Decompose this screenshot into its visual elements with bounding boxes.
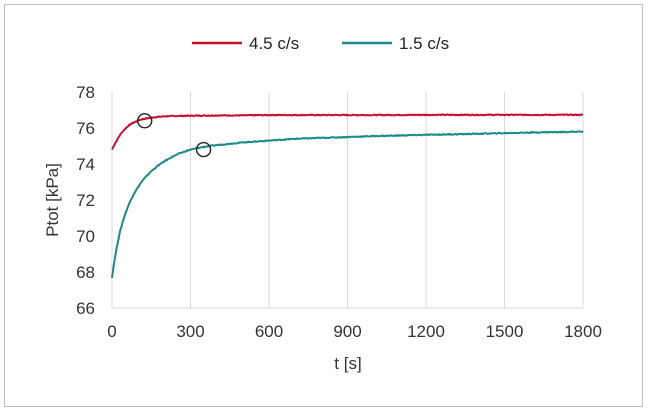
x-tick-label: 1800 [564, 322, 602, 341]
y-tick-label: 74 [76, 155, 95, 174]
series-line-1 [111, 113, 584, 151]
y-tick-label: 78 [76, 83, 95, 102]
x-axis-label: t [s] [334, 354, 361, 373]
y-axis-label: Ptot [kPa] [43, 163, 62, 237]
legend-label-2: 1.5 c/s [399, 34, 449, 53]
marker-circle-1 [137, 113, 153, 129]
y-tick-label: 66 [76, 299, 95, 318]
x-tick-label: 1200 [407, 322, 445, 341]
y-tick-label: 68 [76, 263, 95, 282]
y-tick-label: 72 [76, 191, 95, 210]
y-tick-label: 70 [76, 227, 95, 246]
x-tick-label: 900 [333, 322, 361, 341]
data-markers [137, 113, 212, 158]
legend: 4.5 c/s 1.5 c/s [192, 34, 449, 53]
x-tick-label: 600 [255, 322, 283, 341]
chart-frame [4, 4, 643, 407]
x-tick-label: 1500 [486, 322, 524, 341]
x-tick-label: 0 [107, 322, 116, 341]
series-line-2 [111, 130, 584, 278]
x-tick-label: 300 [176, 322, 204, 341]
x-tick-labels: 0 300 600 900 1200 1500 1800 [107, 322, 602, 341]
y-tick-label: 76 [76, 119, 95, 138]
series-lines [111, 113, 584, 278]
marker-circle-2 [195, 141, 212, 158]
legend-label-1: 4.5 c/s [249, 34, 299, 53]
gridlines [111, 92, 584, 308]
y-tick-labels: 66 68 70 72 74 76 78 [76, 83, 95, 318]
